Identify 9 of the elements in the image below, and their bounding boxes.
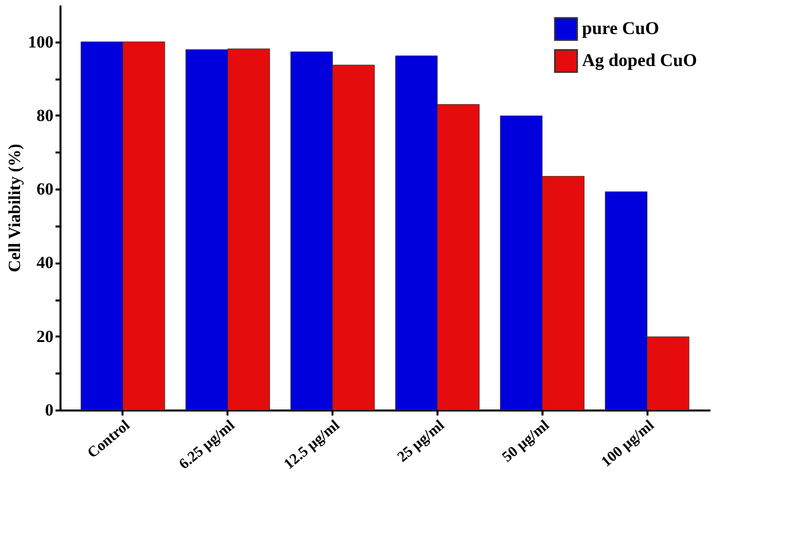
y-tick-label: 100 xyxy=(28,32,54,52)
y-axis-title: Cell Viability (%) xyxy=(5,144,24,272)
legend-label: Ag doped CuO xyxy=(582,50,698,70)
y-tick-label: 0 xyxy=(45,400,54,420)
y-tick-label: 60 xyxy=(36,180,54,199)
y-tick-label: 80 xyxy=(36,106,54,125)
legend-label: pure CuO xyxy=(582,18,660,38)
y-tick-label: 20 xyxy=(36,326,54,346)
y-tick-label: 40 xyxy=(36,253,54,272)
